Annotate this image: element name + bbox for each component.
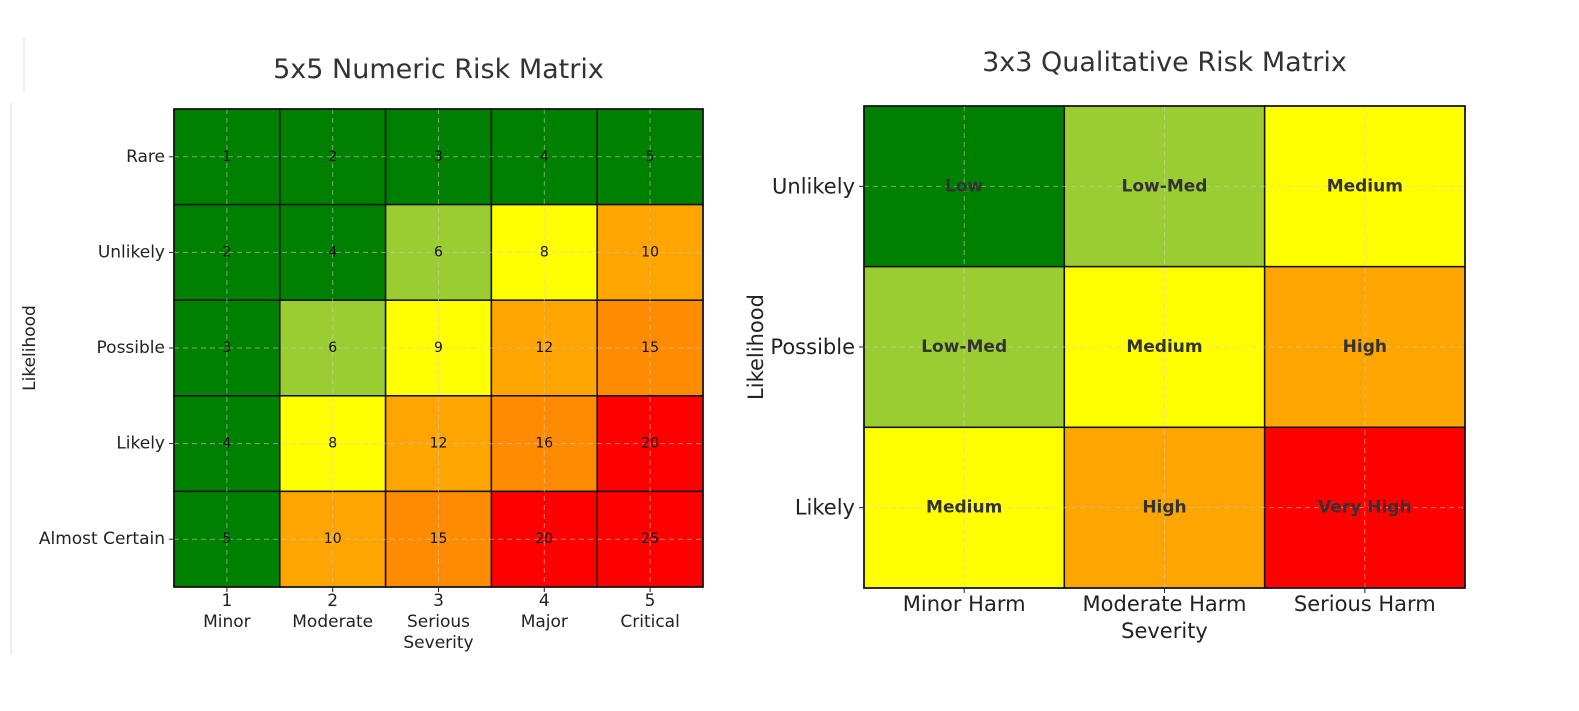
cell-value-label: 3 (222, 340, 231, 356)
cell-value-label: 12 (535, 340, 553, 356)
cell-value-label: 8 (540, 244, 549, 260)
x-tick-label: Serious Harm (1294, 592, 1436, 616)
cell-value-label: Medium (1327, 176, 1403, 196)
cell-value-label: 2 (222, 244, 231, 260)
cell-value-label: 1 (222, 149, 231, 165)
x-axis-label: Severity (403, 633, 473, 653)
cell-value-label: 6 (434, 244, 443, 260)
x-tick-label: Major (521, 612, 568, 632)
cell-value-label: Low (945, 176, 984, 196)
x-tick-number: 2 (327, 591, 338, 611)
x-tick-number: 4 (539, 591, 550, 611)
cell-value-label: High (1142, 498, 1186, 518)
y-axis-label: Likelihood (20, 305, 40, 391)
cell-value-label: 25 (641, 531, 659, 547)
cell-value-label: 5 (222, 531, 231, 547)
x-tick-label: Moderate (292, 612, 373, 632)
chart-title: 3x3 Qualitative Risk Matrix (982, 47, 1347, 78)
chart-title: 5x5 Numeric Risk Matrix (273, 54, 604, 85)
y-tick-label: Rare (126, 147, 165, 167)
x-tick-label: Moderate Harm (1083, 592, 1247, 616)
qualitative-risk-matrix-chart: 3x3 Qualitative Risk Matrix Low Low-Med Med… (744, 47, 1466, 643)
cell-value-label: 15 (430, 531, 448, 547)
cell-value-label: 12 (430, 436, 448, 452)
cell-value-label: 16 (535, 436, 553, 452)
cell-value-label: 8 (328, 436, 337, 452)
cell-value-label: 6 (328, 340, 337, 356)
x-axis-label: Severity (1121, 619, 1208, 643)
cell-value-label: 15 (641, 340, 659, 356)
cell-value-label: 9 (434, 340, 443, 356)
y-tick-label: Unlikely (772, 174, 855, 198)
cell-value-label: Medium (926, 498, 1002, 518)
cell-value-label: 4 (540, 149, 549, 165)
y-tick-label: Likely (795, 496, 855, 520)
cell-value-label: 10 (641, 244, 659, 260)
y-tick-label: Likely (116, 434, 165, 454)
cell-value-label: 3 (434, 149, 443, 165)
x-tick-number: 1 (221, 591, 232, 611)
x-tick-number: 5 (645, 591, 656, 611)
cell-value-label: 10 (324, 531, 342, 547)
x-tick-number: 3 (433, 591, 444, 611)
cell-value-label: 4 (328, 244, 337, 260)
cell-value-label: Low-Med (1122, 176, 1208, 196)
y-tick-label: Possible (97, 338, 165, 358)
cell-value-label: 2 (328, 149, 337, 165)
cell-value-label: High (1343, 337, 1387, 357)
x-tick-label: Serious (407, 612, 470, 632)
x-tick-label: Critical (620, 612, 679, 632)
cell-value-label: Very High (1318, 498, 1411, 518)
y-axis-label: Likelihood (744, 294, 768, 400)
cell-value-label: 4 (222, 436, 231, 452)
cell-value-label: Low-Med (921, 337, 1007, 357)
cell-value-label: 20 (641, 436, 659, 452)
x-tick-label: Minor (203, 612, 251, 632)
x-tick-label: Minor Harm (903, 592, 1026, 616)
cell-value-label: Medium (1126, 337, 1202, 357)
y-tick-label: Almost Certain (39, 529, 165, 549)
y-tick-label: Unlikely (98, 242, 165, 262)
cell-value-label: 5 (646, 149, 655, 165)
y-tick-label: Possible (770, 335, 855, 359)
cell-value-label: 20 (535, 531, 553, 547)
